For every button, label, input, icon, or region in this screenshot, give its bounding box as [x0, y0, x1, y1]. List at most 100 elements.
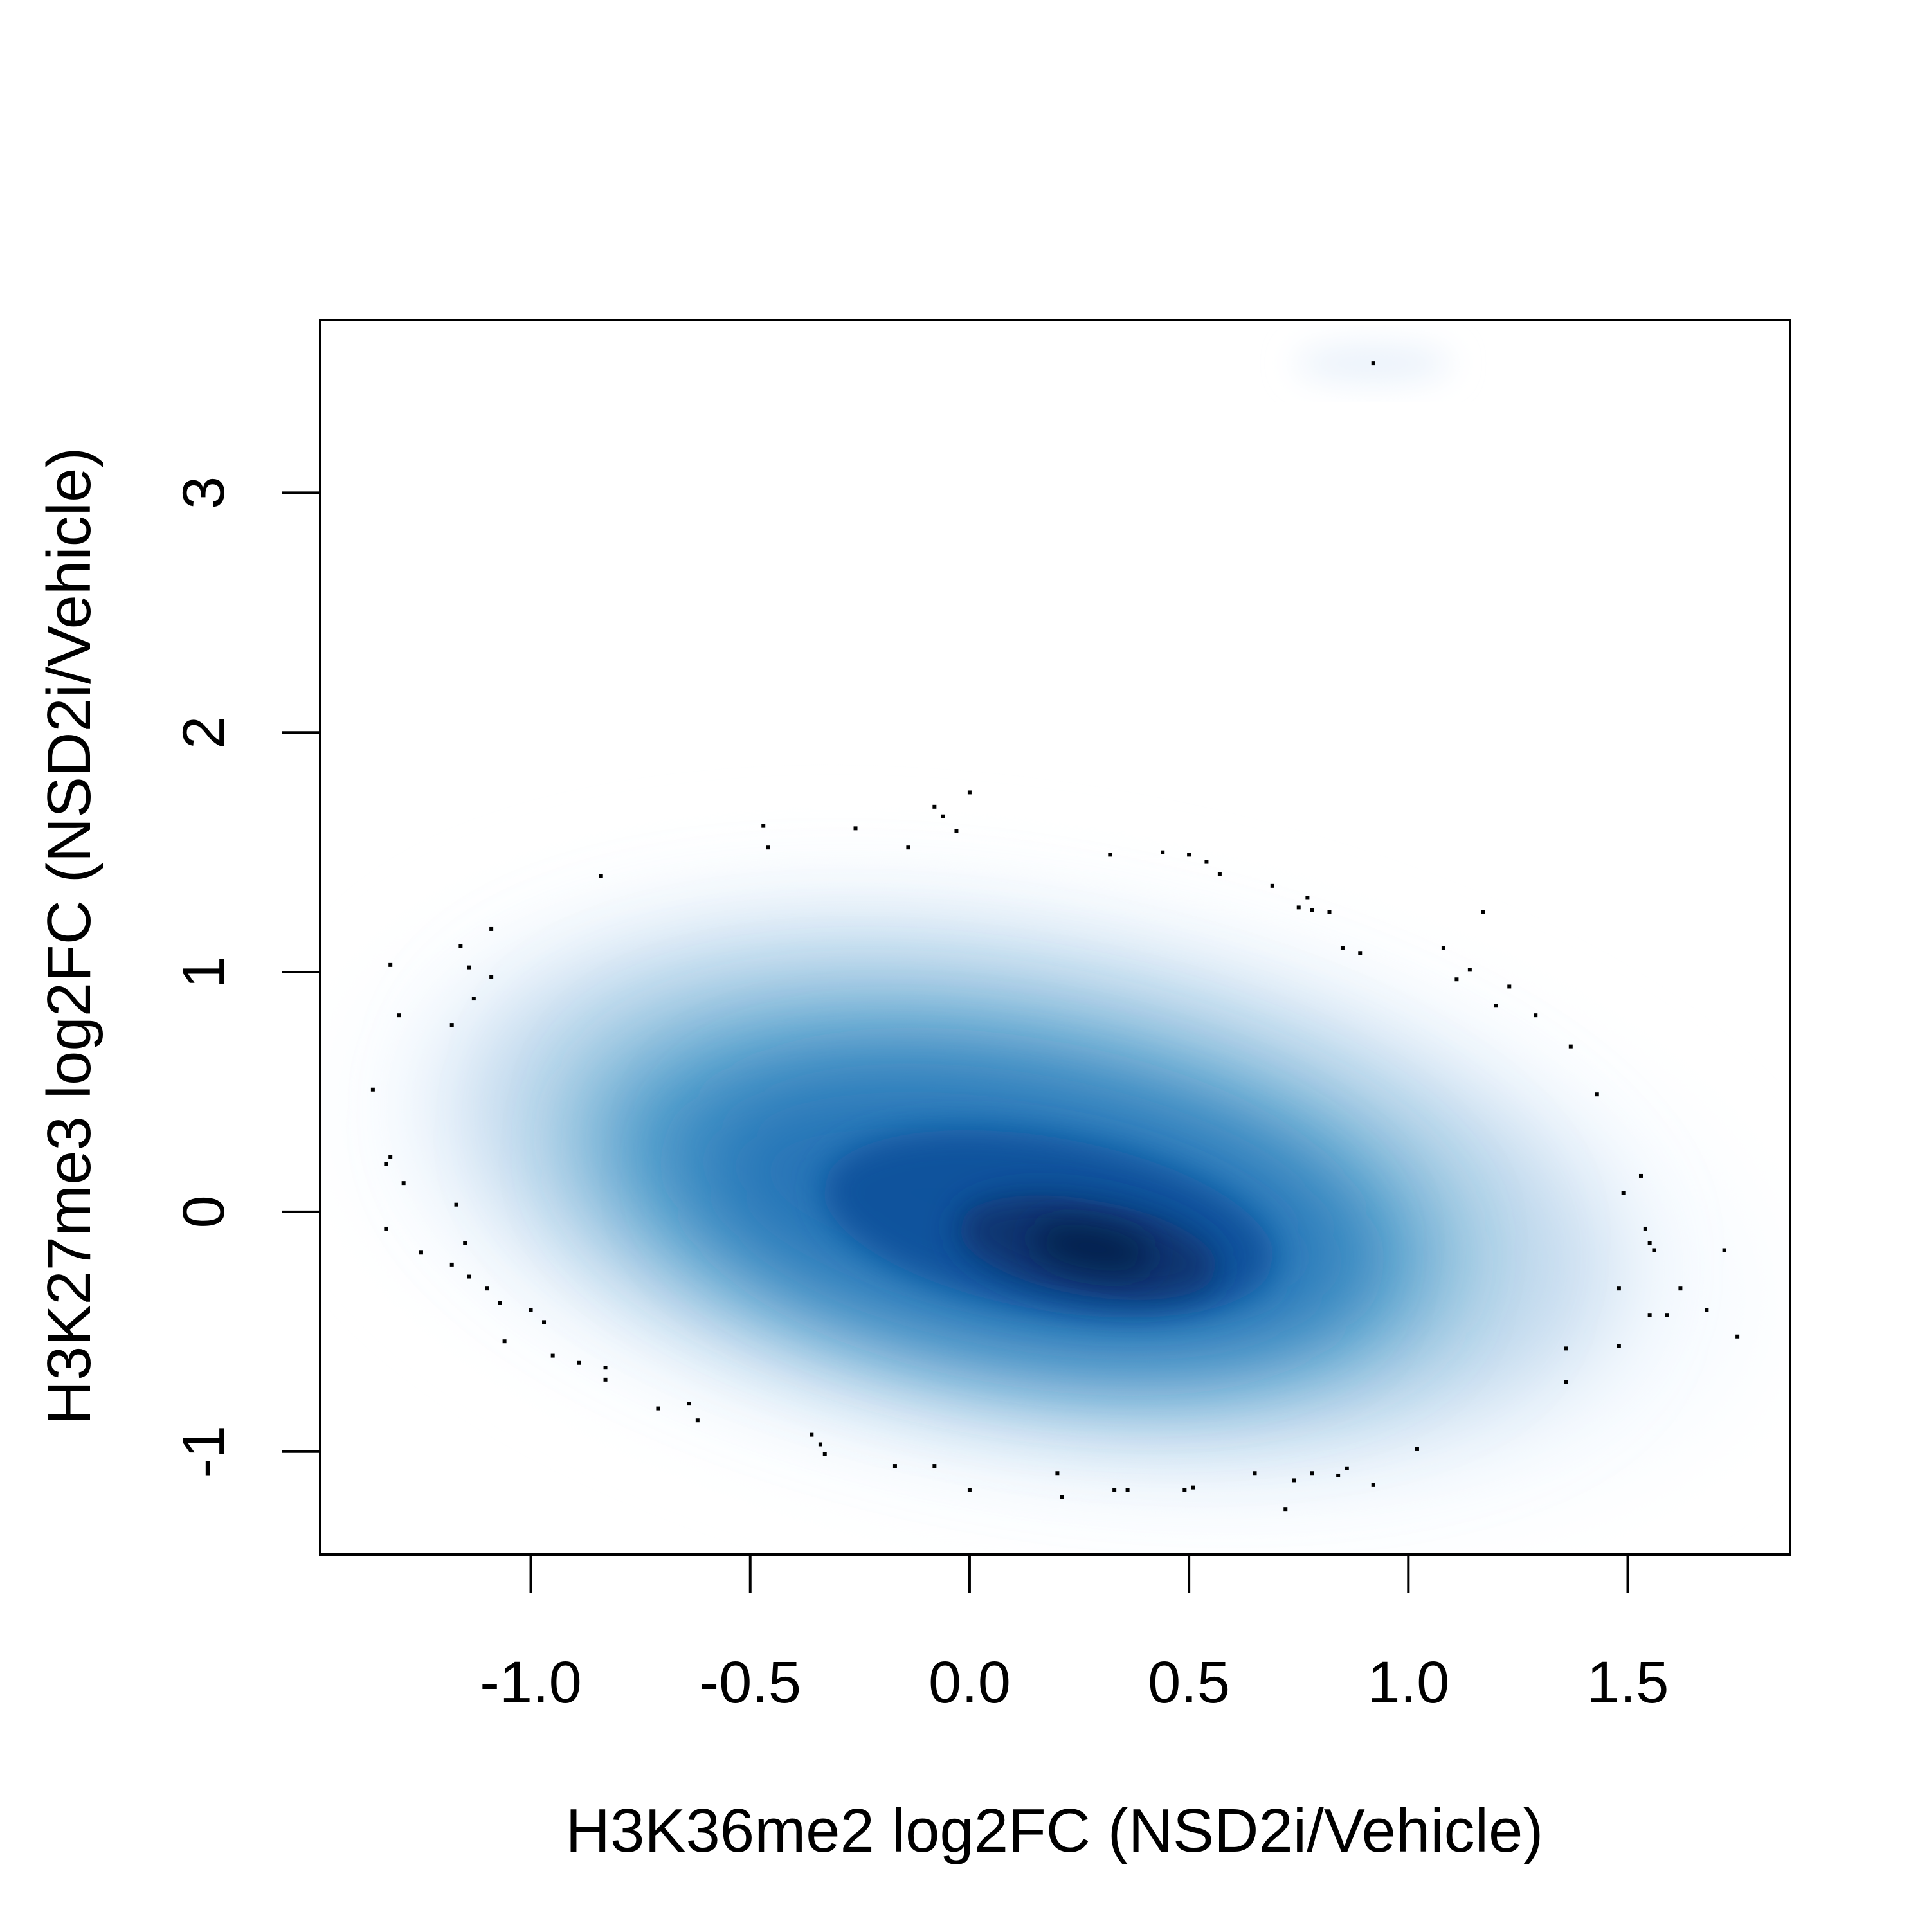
outlier-point-10	[1108, 853, 1112, 857]
outlier-point-62	[818, 1442, 822, 1447]
outlier-point-93	[1705, 1308, 1709, 1312]
outlier-point-27	[1507, 984, 1512, 989]
y-axis: -1 0 1 2 3	[171, 476, 322, 1478]
x-axis-label: H3K36me2 log2FC (NSD2i/Vehicle)	[566, 1796, 1544, 1865]
outlier-point-65	[932, 1464, 937, 1468]
outlier-point-45	[419, 1250, 423, 1255]
outlier-point-44	[384, 1226, 388, 1231]
outlier-point-70	[1125, 1488, 1130, 1492]
outlier-point-66	[967, 1488, 972, 1492]
outlier-point-43	[454, 1202, 458, 1207]
outlier-point-46	[463, 1241, 467, 1245]
outlier-point-78	[1345, 1466, 1349, 1470]
outlier-point-47	[449, 1262, 454, 1267]
outlier-point-90	[1647, 1313, 1652, 1317]
y-tick-label-2: 1	[171, 955, 237, 988]
outlier-point-35	[467, 965, 472, 970]
outlier-point-14	[1217, 872, 1222, 876]
outlier-point-74	[1283, 1507, 1288, 1512]
y-tick-label-3: 2	[171, 716, 237, 749]
outlier-point-56	[603, 1366, 608, 1370]
outlier-point-21	[1358, 951, 1363, 955]
y-tick-label-1: 0	[171, 1195, 237, 1228]
outlier-point-22	[1441, 946, 1445, 950]
outlier-point-19	[1327, 910, 1332, 914]
outlier-point-81	[1564, 1346, 1568, 1351]
y-tick-label-0: -1	[171, 1425, 237, 1478]
outlier-point-26	[1494, 1004, 1498, 1008]
outlier-point-11	[1161, 850, 1165, 854]
outlier-point-58	[656, 1406, 660, 1411]
outlier-point-36	[471, 997, 476, 1001]
outlier-point-59	[687, 1402, 691, 1406]
outlier-point-69	[1112, 1488, 1117, 1492]
outlier-point-42	[401, 1181, 406, 1186]
outlier-point-23	[1454, 977, 1459, 982]
x-tick-label-3: 0.5	[1148, 1650, 1230, 1715]
outlier-point-38	[489, 975, 494, 979]
outlier-point-92	[1678, 1286, 1683, 1291]
outlier-point-25	[1481, 910, 1485, 914]
y-axis-label: H3K27me3 log2FC (NSD2i/Vehicle)	[35, 447, 104, 1425]
outlier-point-34	[458, 944, 463, 948]
outlier-point-15	[1270, 883, 1274, 888]
outlier-point-55	[577, 1360, 581, 1365]
x-tick-label-2: 0.0	[928, 1650, 1011, 1715]
outlier-point-51	[502, 1339, 507, 1344]
outlier-point-94	[1722, 1248, 1726, 1252]
outlier-point-83	[1617, 1344, 1621, 1348]
outlier-point-73	[1253, 1471, 1257, 1476]
x-tick-label-4: 1.0	[1367, 1650, 1449, 1715]
outlier-point-4	[954, 829, 959, 833]
outlier-point-17	[1305, 896, 1310, 900]
outlier-point-64	[892, 1464, 897, 1468]
outlier-point-87	[1643, 1226, 1647, 1231]
outlier-point-76	[1310, 1471, 1314, 1476]
outlier-point-7	[853, 826, 858, 831]
outlier-point-86	[1638, 1173, 1643, 1178]
outlier-point-60	[695, 1418, 700, 1423]
outlier-point-37	[489, 926, 494, 931]
outlier-point-68	[1060, 1495, 1064, 1499]
outlier-point-8	[906, 845, 910, 850]
outlier-point-24	[1467, 968, 1472, 972]
outlier-point-54	[550, 1353, 555, 1358]
outlier-point-89	[1652, 1248, 1656, 1252]
outlier-point-12	[1187, 853, 1191, 857]
density-layer-7	[1031, 1223, 1154, 1272]
outlier-point-52	[529, 1308, 533, 1312]
outlier-point-1	[967, 790, 972, 795]
outlier-point-71	[1182, 1488, 1187, 1492]
x-axis: -1.0 -0.5 0.0 0.5 1.0 1.5	[480, 1553, 1669, 1715]
outlier-point-61	[810, 1432, 814, 1437]
outlier-point-41	[388, 1155, 393, 1159]
x-tick-label-1: -0.5	[699, 1650, 801, 1715]
x-tick-label-0: -1.0	[480, 1650, 582, 1715]
outlier-points	[370, 361, 1740, 1512]
outlier-point-91	[1665, 1313, 1669, 1317]
outlier-point-77	[1336, 1473, 1341, 1477]
outlier-point-85	[1621, 1191, 1626, 1195]
x-tick-label-5: 1.5	[1587, 1650, 1669, 1715]
outlier-point-95	[1735, 1334, 1740, 1339]
outlier-point-79	[1371, 1483, 1375, 1487]
outlier-point-32	[397, 1013, 401, 1018]
outlier-point-67	[1055, 1471, 1060, 1476]
outlier-point-20	[1340, 946, 1345, 950]
outlier-point-2	[932, 804, 937, 809]
outlier-point-82	[1564, 1380, 1568, 1384]
outlier-point-63	[822, 1452, 827, 1456]
outlier-point-31	[388, 962, 393, 967]
outlier-point-49	[485, 1286, 489, 1291]
outlier-point-88	[1647, 1241, 1652, 1245]
outlier-point-3	[941, 814, 945, 818]
outlier-point-5	[761, 824, 766, 828]
outlier-point-16	[1296, 905, 1301, 910]
outlier-point-84	[1617, 1286, 1621, 1291]
outlier-point-40	[384, 1162, 388, 1166]
outlier-point-75	[1292, 1478, 1296, 1483]
outlier-point-39	[370, 1087, 375, 1092]
outlier-point-13	[1204, 860, 1209, 864]
outlier-point-30	[1595, 1092, 1599, 1097]
